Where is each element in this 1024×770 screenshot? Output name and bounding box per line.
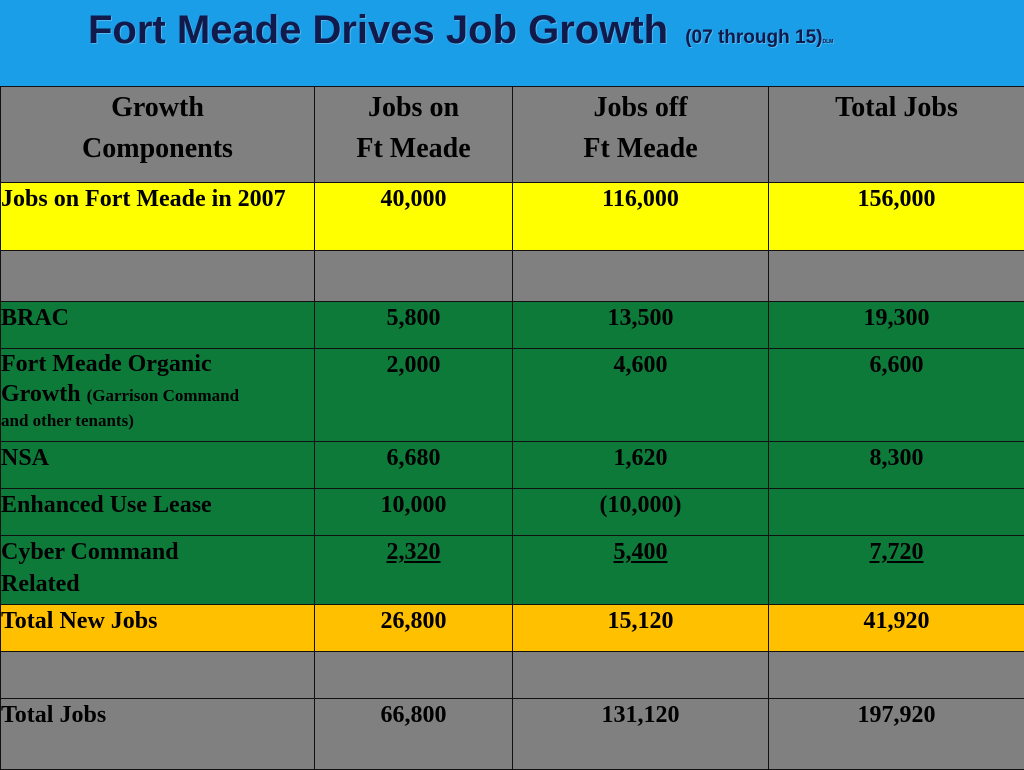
row-note: and other tenants) [1,411,314,431]
title-bar: Fort Meade Drives Job Growth (07 through… [0,0,1024,86]
table-row: Total Jobs 66,800 131,120 197,920 [1,699,1024,770]
empty-cell [769,251,1024,302]
header-row: Growth Components Jobs on Ft Meade Jobs … [1,87,1024,183]
empty-cell [315,652,513,699]
empty-cell [1,652,315,699]
total-cell: 156,000 [769,183,1024,251]
row-label-line: Cyber Command [1,536,314,568]
row-label: BRAC [1,302,315,349]
page-title: Fort Meade Drives Job Growth (07 through… [88,8,833,53]
total-cell [769,489,1024,536]
title-subtitle: (07 through 15) [685,27,822,48]
header-jobs-on: Jobs on Ft Meade [315,87,513,183]
header-line: Jobs on [315,87,512,128]
table-row: NSA 6,680 1,620 8,300 [1,442,1024,489]
empty-cell [1,251,315,302]
table-row: Fort Meade Organic Growth (Garrison Comm… [1,349,1024,442]
cell-value: 7,720 [870,539,924,565]
table-row: Jobs on Fort Meade in 2007 40,000 116,00… [1,183,1024,251]
header-line: Components [1,128,314,169]
row-label-line: Fort Meade Organic [1,349,314,379]
header-line: Total Jobs [769,87,1024,128]
job-growth-table: Growth Components Jobs on Ft Meade Jobs … [0,86,1024,770]
cell-value: 2,320 [387,539,441,565]
row-note: (Garrison Command [87,386,240,405]
jobs-on-cell: 66,800 [315,699,513,770]
row-label: Total New Jobs [1,605,315,652]
title-tiny-mark: DLM [822,39,833,45]
total-cell: 6,600 [769,349,1024,442]
header-line: Jobs off [513,87,768,128]
jobs-on-cell: 40,000 [315,183,513,251]
jobs-off-cell: 131,120 [513,699,769,770]
empty-cell [513,652,769,699]
table-row: Enhanced Use Lease 10,000 (10,000) [1,489,1024,536]
jobs-off-cell: 1,620 [513,442,769,489]
cell-value: 5,400 [614,539,668,565]
row-label-line: Growth [1,381,81,407]
total-cell: 8,300 [769,442,1024,489]
jobs-off-cell: 4,600 [513,349,769,442]
header-jobs-off: Jobs off Ft Meade [513,87,769,183]
row-label: Total Jobs [1,699,315,770]
empty-cell [769,652,1024,699]
header-line: Ft Meade [513,128,768,169]
table-row: Total New Jobs 26,800 15,120 41,920 [1,605,1024,652]
total-cell: 41,920 [769,605,1024,652]
row-label-line: Related [1,568,314,600]
table-row: BRAC 5,800 13,500 19,300 [1,302,1024,349]
jobs-off-cell: 5,400 [513,536,769,605]
jobs-on-cell: 2,320 [315,536,513,605]
jobs-off-cell: 116,000 [513,183,769,251]
jobs-on-cell: 5,800 [315,302,513,349]
header-line: Ft Meade [315,128,512,169]
row-label: Fort Meade Organic Growth (Garrison Comm… [1,349,315,442]
header-growth-components: Growth Components [1,87,315,183]
total-cell: 197,920 [769,699,1024,770]
jobs-on-cell: 26,800 [315,605,513,652]
jobs-off-cell: (10,000) [513,489,769,536]
row-label: Cyber Command Related [1,536,315,605]
total-cell: 7,720 [769,536,1024,605]
row-label: Enhanced Use Lease [1,489,315,536]
title-text: Fort Meade Drives Job Growth [88,8,668,52]
empty-cell [513,251,769,302]
spacer-row [1,251,1024,302]
jobs-off-cell: 15,120 [513,605,769,652]
row-label: Jobs on Fort Meade in 2007 [1,183,315,251]
table-row: Cyber Command Related 2,320 5,400 7,720 [1,536,1024,605]
spacer-row [1,652,1024,699]
header-line: Growth [1,87,314,128]
jobs-on-cell: 2,000 [315,349,513,442]
header-total-jobs: Total Jobs [769,87,1024,183]
row-label: NSA [1,442,315,489]
total-cell: 19,300 [769,302,1024,349]
jobs-off-cell: 13,500 [513,302,769,349]
jobs-on-cell: 10,000 [315,489,513,536]
jobs-on-cell: 6,680 [315,442,513,489]
empty-cell [315,251,513,302]
